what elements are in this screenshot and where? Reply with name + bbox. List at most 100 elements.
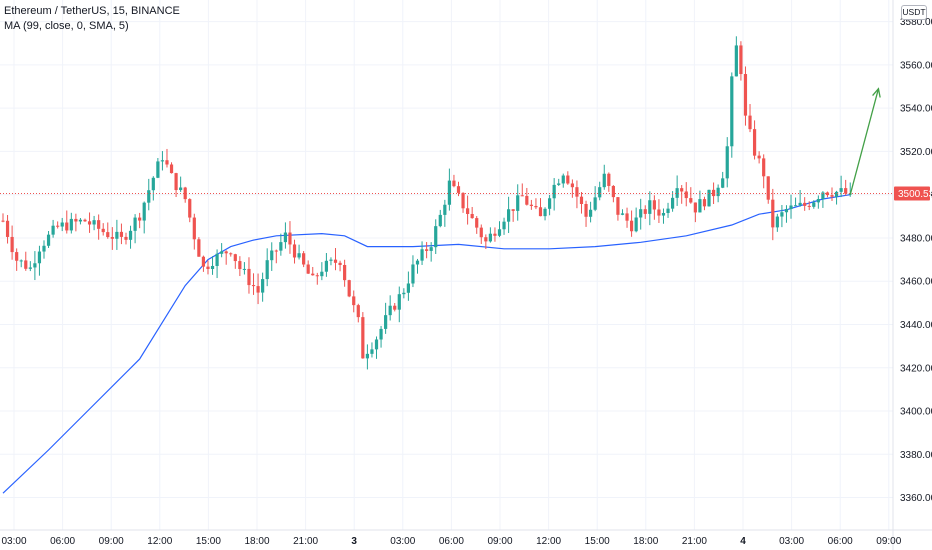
candle-body	[411, 264, 415, 284]
candle-body	[588, 209, 593, 217]
time-tick-label: 03:00	[779, 536, 804, 547]
indicator-label[interactable]: MA (99, close, 0, SMA, 5)	[4, 20, 129, 32]
candle-body	[261, 279, 265, 293]
moving-average-layer	[2, 194, 851, 494]
candle-body	[19, 260, 23, 262]
projection-arrow-line	[849, 88, 880, 195]
candle-body	[210, 265, 215, 269]
candle-body	[497, 229, 502, 236]
time-tick-label: 18:00	[244, 536, 269, 547]
candle-body	[37, 251, 42, 264]
candle-body	[388, 305, 392, 316]
candles-layer	[1, 36, 852, 370]
chart-legend: Ethereum / TetherUS, 15, BINANCE MA (99,…	[4, 4, 180, 34]
time-tick-label: 18:00	[633, 536, 658, 547]
candle-body	[607, 173, 611, 186]
time-tick-label: 03:00	[390, 536, 415, 547]
candle-body	[643, 209, 647, 214]
candle-body	[106, 232, 110, 238]
candle-body	[461, 192, 465, 209]
candle-body	[165, 160, 169, 165]
candle-body	[425, 249, 429, 251]
candle-body	[611, 185, 615, 198]
candle-body	[306, 264, 310, 274]
candle-body	[466, 208, 470, 214]
candle-body	[183, 187, 187, 200]
time-tick-label: 09:00	[99, 536, 124, 547]
candle-body	[192, 217, 196, 240]
candle-body	[33, 263, 37, 268]
candle-body	[834, 191, 839, 197]
symbol-title[interactable]: Ethereum / TetherUS, 15, BINANCE	[4, 5, 180, 17]
candle-body	[730, 76, 734, 147]
candle-body	[598, 187, 602, 198]
candle-body	[1, 220, 5, 222]
candle-body	[379, 328, 383, 340]
price-unit-badge[interactable]: USDT	[901, 5, 927, 20]
candle-body	[648, 200, 652, 214]
candle-body	[133, 217, 137, 231]
candle-body	[215, 253, 219, 266]
time-tick-label: 06:00	[828, 536, 853, 547]
time-tick-label: 06:00	[439, 536, 464, 547]
time-tick-label: 21:00	[293, 536, 318, 547]
time-tick-label: 09:00	[876, 536, 901, 547]
candle-body	[65, 222, 69, 231]
candle-body	[825, 192, 830, 196]
candle-body	[771, 199, 775, 228]
candle-body	[479, 227, 483, 238]
candle-body	[329, 259, 333, 261]
candle-body	[507, 209, 511, 222]
candle-body	[147, 190, 151, 203]
price-tick-label: 3540.00	[900, 104, 932, 115]
candle-body	[370, 349, 374, 354]
candle-body	[616, 197, 620, 215]
candle-body	[297, 253, 301, 258]
candle-body	[538, 207, 543, 217]
candle-body	[429, 247, 433, 251]
price-tick-label: 3420.00	[900, 363, 932, 374]
candle-body	[789, 205, 793, 210]
time-tick-label: 03:00	[1, 536, 26, 547]
candle-body	[639, 209, 643, 218]
candle-body	[561, 175, 565, 184]
candle-body	[484, 237, 488, 242]
candle-body	[92, 220, 96, 225]
candle-body	[830, 195, 834, 197]
candle-body	[201, 256, 206, 267]
candle-body	[634, 217, 638, 232]
time-tick-label: 15:00	[196, 536, 221, 547]
candle-body	[475, 218, 479, 228]
candle-body	[97, 220, 101, 229]
candle-body	[693, 202, 697, 213]
candle-body	[534, 205, 538, 208]
candle-body	[803, 202, 807, 206]
candle-body	[361, 317, 365, 359]
candle-body	[302, 253, 306, 265]
candle-body	[812, 202, 816, 207]
candle-body	[543, 208, 547, 217]
candle-body	[725, 146, 729, 179]
candle-body	[83, 219, 87, 222]
candle-body	[743, 74, 748, 116]
candle-body	[734, 45, 738, 77]
candle-body	[197, 239, 201, 257]
candle-body	[179, 187, 183, 191]
candle-body	[160, 160, 165, 162]
candle-body	[557, 183, 561, 185]
candle-body	[320, 271, 324, 277]
candle-body	[443, 204, 447, 215]
candle-body	[552, 184, 556, 199]
candle-body	[456, 186, 461, 193]
candle-body	[698, 199, 702, 213]
candle-body	[60, 222, 64, 227]
time-tick-label: 15:00	[585, 536, 610, 547]
price-tick-label: 3580.00	[900, 17, 932, 28]
candle-body	[247, 268, 251, 286]
candle-body	[251, 285, 256, 287]
candle-body	[78, 219, 83, 222]
candle-body	[520, 195, 524, 197]
candle-body	[447, 180, 451, 205]
candle-body	[270, 250, 274, 261]
